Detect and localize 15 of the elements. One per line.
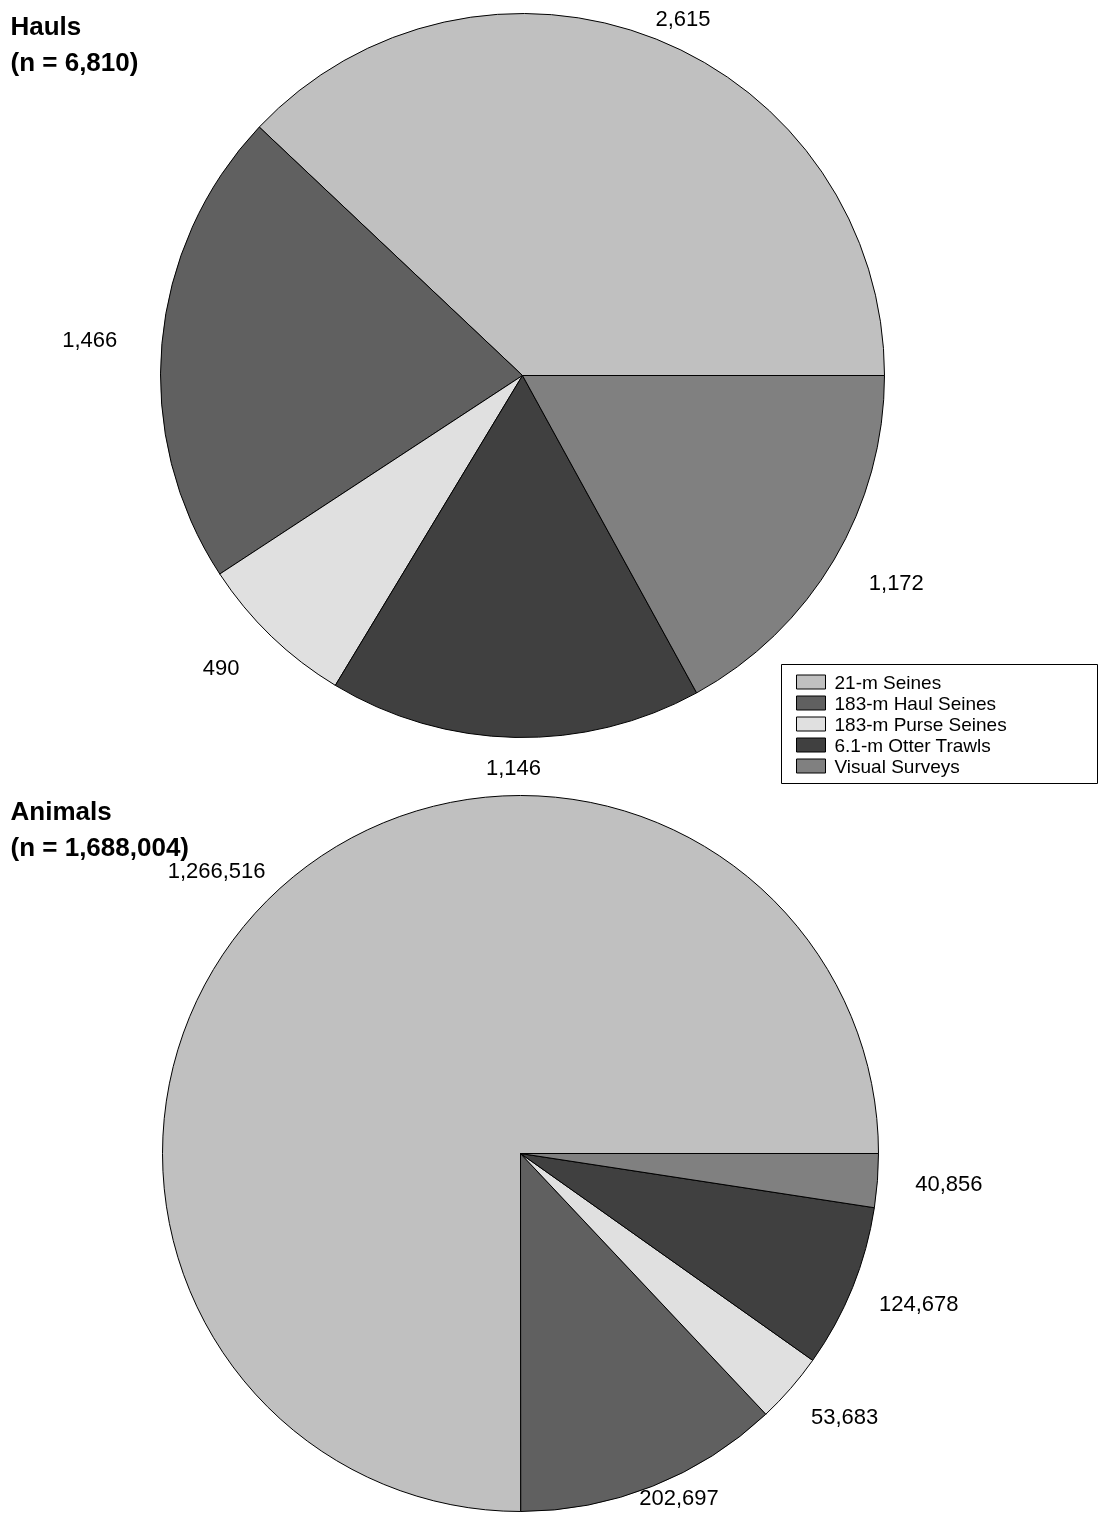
legend-label: 6.1-m Otter Trawls (834, 734, 991, 756)
data-label: 53,683 (810, 1404, 879, 1430)
legend-label: Visual Surveys (834, 755, 960, 777)
text: Hauls (n = 6,810) (10, 10, 139, 77)
data-label: 1,466 (62, 327, 118, 353)
legend-label: 183-m Purse Seines (834, 713, 1007, 735)
data-label: 40,856 (915, 1171, 983, 1197)
data-label: 124,678 (879, 1291, 959, 1317)
data-label: 2,615 (655, 6, 711, 31)
data-label: 1,172 (868, 569, 924, 595)
data-label: 490 (202, 654, 240, 680)
data-label: 1,146 (485, 755, 542, 780)
legend-label: 183-m Haul Seines (834, 692, 997, 714)
data-label: 202,697 (639, 1485, 719, 1510)
legend-label: 21-m Seines (834, 671, 942, 693)
